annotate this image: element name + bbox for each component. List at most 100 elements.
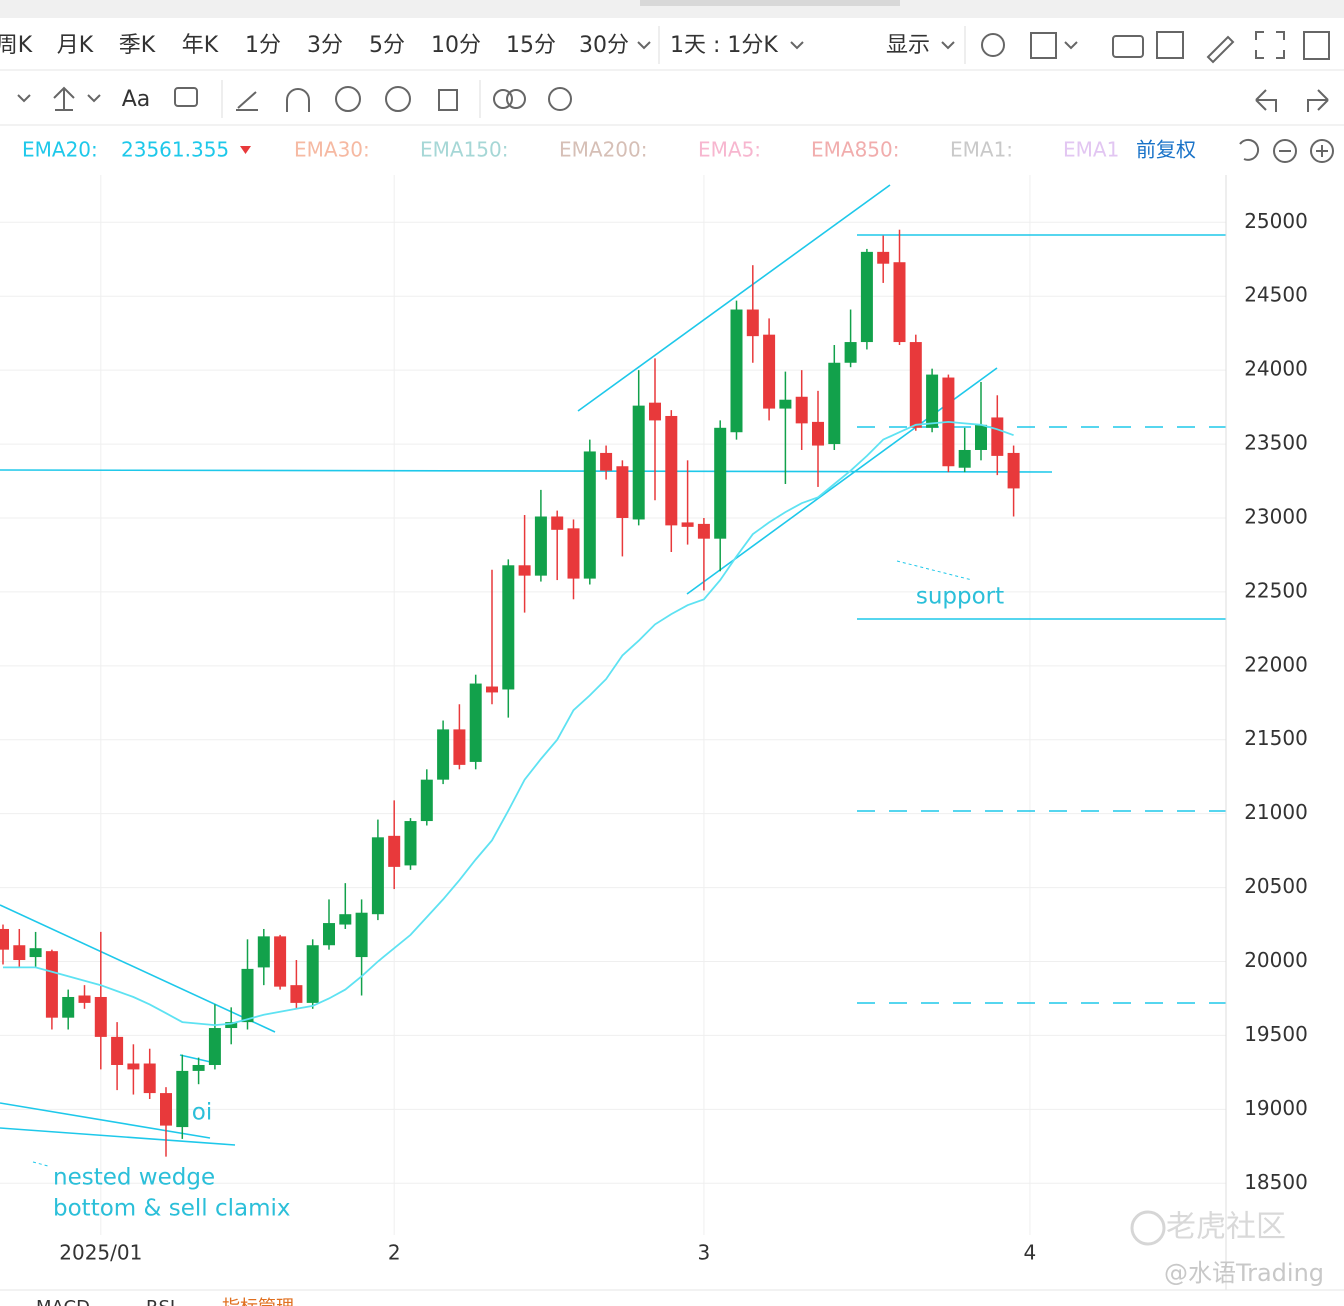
candle-body (518, 565, 531, 576)
candle-body (486, 686, 498, 693)
y-tick-label: 21000 (1244, 800, 1308, 824)
fullscreen-icon[interactable] (1255, 31, 1285, 59)
settings-tool[interactable] (548, 87, 572, 111)
candle-body (45, 951, 58, 1018)
settings-icon[interactable] (981, 33, 1005, 57)
period-tab[interactable]: 周K (0, 33, 33, 58)
annotation: bottom & sell clamix (53, 1196, 291, 1222)
comment-tool[interactable] (174, 87, 198, 107)
annotation: oi (192, 1100, 212, 1126)
candle-body (339, 914, 352, 925)
candle-body (208, 1028, 221, 1065)
y-tick-label: 24000 (1244, 357, 1308, 381)
period-tab[interactable]: 10分 (431, 33, 481, 58)
y-tick-label: 23000 (1244, 504, 1308, 528)
zoom-out[interactable] (1273, 139, 1297, 163)
candle-body (763, 334, 776, 409)
candle-body (388, 835, 401, 867)
period-tab[interactable]: 5分 (369, 33, 405, 58)
redo[interactable] (1307, 89, 1329, 112)
candle-body (665, 415, 678, 526)
x-tick-label: 2025/01 (59, 1241, 142, 1265)
watermark: @水语Trading (1164, 1259, 1324, 1287)
ema20-value: 23561.355 (121, 138, 229, 162)
y-tick-label: 20000 (1244, 948, 1308, 972)
compare-tool[interactable] (506, 89, 526, 109)
tab[interactable]: MACD (36, 1297, 90, 1306)
candle-body (567, 528, 580, 579)
adjust-bg (1125, 130, 1225, 170)
text-tool[interactable]: Aa (122, 87, 151, 112)
edit-icon[interactable] (1156, 31, 1184, 59)
y-tick-label: 19500 (1244, 1022, 1308, 1046)
candle-body (877, 251, 890, 264)
dotted-line (896, 560, 973, 581)
candle-body (828, 362, 841, 445)
ema-dropdown[interactable] (240, 146, 251, 154)
candle-body (371, 837, 384, 915)
candle-body (1007, 452, 1020, 489)
period-tab[interactable]: 3分 (307, 33, 343, 58)
hide-tool[interactable] (385, 86, 411, 112)
undo[interactable] (1255, 89, 1277, 112)
candle-body (551, 516, 564, 530)
period-tab[interactable]: 月K (57, 33, 94, 58)
period-tab[interactable]: 15分 (506, 33, 556, 58)
pen-icon[interactable] (1206, 35, 1235, 64)
interval-selector[interactable]: 1天 : 1分K (670, 33, 778, 58)
candle-body (13, 945, 26, 961)
y-tick-label: 19000 (1244, 1096, 1308, 1120)
candle-body (844, 342, 857, 363)
candle-body (274, 936, 287, 987)
lock-tool[interactable] (335, 86, 361, 112)
chevron (637, 41, 651, 50)
delete-tool[interactable] (438, 89, 458, 111)
candle-body (453, 729, 466, 765)
candle-body (893, 262, 906, 343)
candle-body (127, 1063, 140, 1070)
candle-body (991, 417, 1004, 456)
x-tick-label: 4 (1024, 1241, 1037, 1265)
reset-icon[interactable] (1239, 138, 1260, 161)
candle-body (404, 821, 417, 866)
plot (0, 184, 1226, 1167)
dotted-line (32, 1161, 49, 1167)
trendline (577, 184, 891, 412)
camera-icon[interactable] (1112, 35, 1144, 58)
tab[interactable]: 指标管理 (222, 1297, 294, 1306)
candle-body (192, 1064, 205, 1071)
zoom-in[interactable] (1310, 139, 1334, 163)
line-tool[interactable] (236, 91, 258, 111)
arrow-tool[interactable] (53, 86, 75, 111)
period-tab[interactable]: 1分 (245, 33, 281, 58)
chevron (1064, 41, 1078, 50)
period-tabs: 周K 月K 季K 年K 1分 3分 5分 10分 15分 30分 (0, 33, 629, 58)
candle-body (225, 1022, 238, 1029)
drawings (0, 184, 1226, 1167)
candle-body (78, 995, 91, 1003)
period-tab[interactable]: 季K (119, 33, 156, 58)
indicator-label: EMA1: (950, 138, 1013, 162)
candle-body (600, 452, 613, 471)
display-menu[interactable]: 显示 (886, 33, 930, 58)
candle-body (241, 968, 254, 1023)
panel-icon[interactable] (1303, 31, 1330, 60)
compare-tool[interactable] (493, 89, 513, 109)
candle-body (746, 309, 759, 337)
adjust-mode[interactable]: 前复权 (1136, 138, 1196, 162)
period-tab[interactable]: 年K (182, 33, 219, 58)
layout-icon[interactable] (1030, 32, 1057, 59)
annotation: support (916, 584, 1004, 610)
candle-body (779, 399, 792, 409)
indicator-label: EMA1 (1063, 138, 1119, 162)
tab[interactable]: RSI (146, 1297, 175, 1306)
candle-body (697, 523, 710, 539)
x-tick-label: 2 (388, 1241, 401, 1265)
candle-body (143, 1063, 156, 1094)
candle-body (795, 396, 808, 424)
chevron (790, 41, 804, 50)
magnet-tool[interactable] (286, 88, 310, 112)
period-tab[interactable]: 30分 (579, 33, 629, 58)
